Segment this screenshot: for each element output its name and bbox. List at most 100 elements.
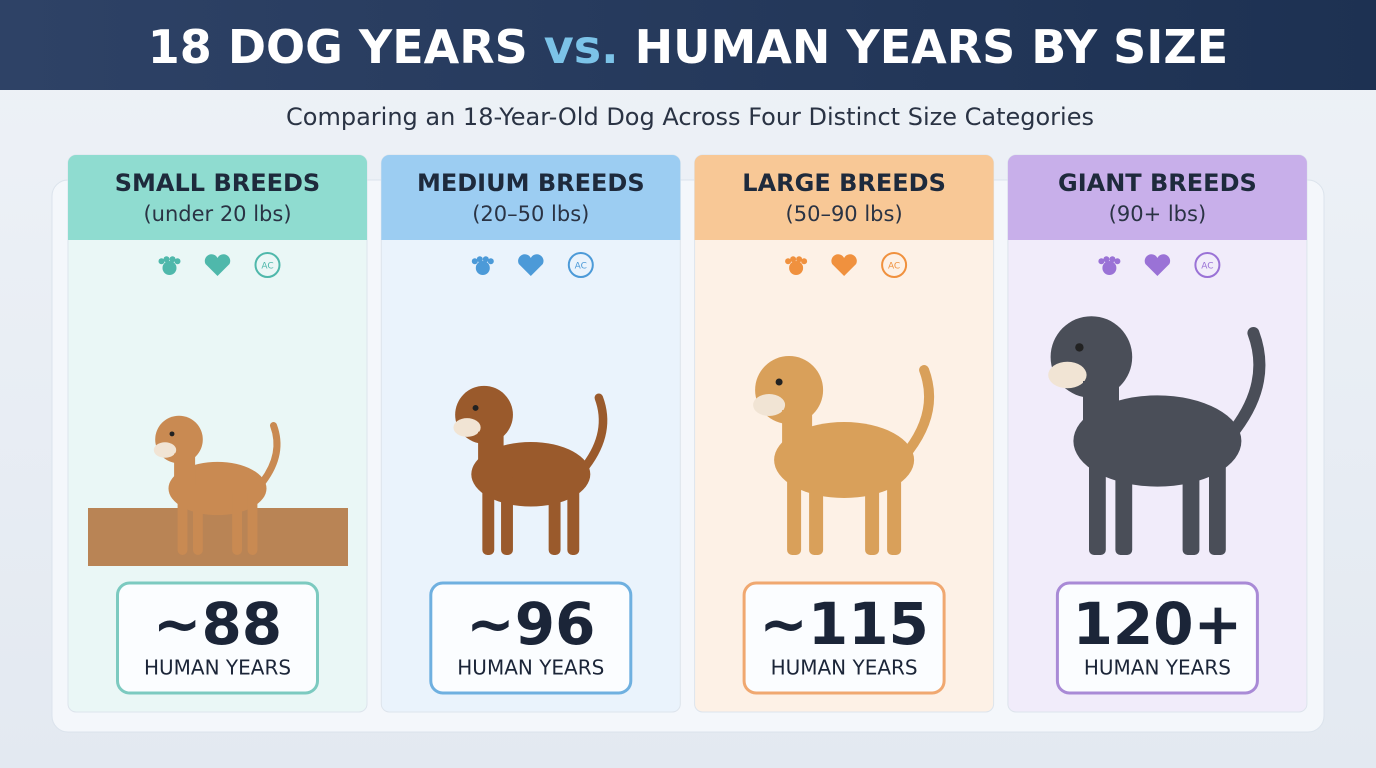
dog-leg — [501, 474, 513, 555]
title-end: HUMAN YEARS BY SIZE — [635, 20, 1229, 74]
panel — [51, 179, 1325, 733]
dog-leg — [1115, 441, 1133, 555]
ac-icon — [881, 252, 908, 278]
icons: AC — [785, 252, 908, 278]
dog-tail — [581, 393, 608, 470]
paw-toe — [471, 258, 478, 265]
dog-leg — [809, 460, 824, 555]
ac-icon — [567, 252, 594, 278]
dog-tail — [259, 422, 281, 485]
dog-eye — [1075, 343, 1084, 352]
dog-illustration — [1048, 316, 1266, 555]
dog-leg — [177, 488, 188, 555]
value-box — [1055, 581, 1259, 695]
heart-icon — [1144, 254, 1171, 276]
value-unit: HUMAN YEARS — [1084, 656, 1231, 680]
ac-icon-text: AC — [1201, 262, 1213, 272]
card-header — [68, 155, 367, 240]
paw-toe — [785, 258, 792, 265]
value-unit: HUMAN YEARS — [144, 656, 291, 680]
dog-illustration — [753, 356, 935, 555]
ac-icon — [254, 252, 281, 278]
paw-toe — [487, 258, 494, 265]
header-band — [0, 0, 1376, 90]
dog-leg — [1089, 441, 1106, 555]
dog-eye — [775, 378, 783, 386]
dog-snout — [1048, 361, 1087, 389]
dog-snout — [153, 442, 177, 458]
paw-icon — [1102, 261, 1117, 275]
heart-icon — [518, 254, 544, 276]
card-name: GIANT BREEDS — [1058, 169, 1257, 197]
value-box — [742, 581, 946, 695]
title-start: 18 DOG YEARS — [148, 20, 528, 74]
paw-toe — [1114, 258, 1121, 265]
dog-leg — [247, 488, 258, 555]
dog-eye — [472, 404, 479, 411]
dog-leg — [787, 460, 802, 555]
value: ~115 — [759, 590, 929, 658]
icons: AC — [471, 252, 594, 278]
dog-tail — [1229, 327, 1266, 435]
dog-snout — [753, 394, 786, 416]
card-range: (20–50 lbs) — [472, 202, 589, 226]
dog-neck — [782, 410, 813, 455]
paw-toe — [476, 256, 483, 263]
ac-icon-text: AC — [888, 262, 900, 272]
value-box — [116, 581, 319, 695]
paw-toe — [790, 256, 797, 263]
icons: AC — [158, 252, 281, 278]
value: ~88 — [153, 590, 282, 658]
card-range: (90+ lbs) — [1109, 202, 1206, 226]
icons: AC — [1098, 252, 1221, 278]
paw-icon — [789, 261, 804, 275]
paw-toe — [1103, 256, 1110, 263]
paw-toe — [1109, 256, 1116, 263]
paw-toe — [174, 258, 181, 265]
paw-toe — [796, 256, 803, 263]
card-header — [1007, 155, 1307, 240]
dog-leg — [887, 460, 902, 555]
paw-toe — [1098, 258, 1105, 265]
dog-snout — [453, 418, 481, 437]
dog-leg — [1209, 441, 1226, 555]
dog-illustration — [88, 415, 348, 566]
title-vs: vs. — [544, 20, 619, 74]
wood-board — [88, 508, 348, 566]
title: 18 DOG YEARS vs. HUMAN YEARS BY SIZE — [148, 20, 1228, 74]
paw-icon — [475, 261, 490, 275]
dog-illustration — [453, 385, 608, 555]
dog-neck — [174, 453, 196, 485]
dog-leg — [232, 488, 242, 555]
ac-icon-text: AC — [575, 262, 587, 272]
card-range: (under 20 lbs) — [143, 202, 291, 226]
value-box — [429, 581, 633, 695]
dog-leg — [865, 460, 880, 555]
card-name: LARGE BREEDS — [742, 169, 946, 197]
subtitle: Comparing an 18-Year-Old Dog Across Four… — [286, 103, 1094, 131]
card-header — [694, 155, 994, 240]
card-range: (50–90 lbs) — [786, 202, 903, 226]
paw-toe — [169, 256, 176, 263]
heart-icon — [831, 254, 857, 276]
dog-leg — [1182, 441, 1200, 555]
card-header — [381, 155, 681, 240]
dog-leg — [482, 474, 495, 555]
paw-toe — [482, 256, 489, 263]
dog-leg — [548, 474, 561, 555]
ac-icon — [1194, 252, 1221, 278]
value-unit: HUMAN YEARS — [771, 656, 918, 680]
paw-toe — [801, 258, 808, 265]
dog-leg — [193, 488, 203, 555]
dog-tail — [904, 365, 935, 455]
card-name: SMALL BREEDS — [115, 169, 320, 197]
ac-icon-text: AC — [261, 262, 273, 272]
value: 120+ — [1073, 590, 1243, 658]
dog-leg — [567, 474, 580, 555]
paw-toe — [158, 258, 165, 265]
value: ~96 — [466, 590, 595, 658]
card-name: MEDIUM BREEDS — [417, 169, 645, 197]
paw-icon — [162, 261, 177, 275]
